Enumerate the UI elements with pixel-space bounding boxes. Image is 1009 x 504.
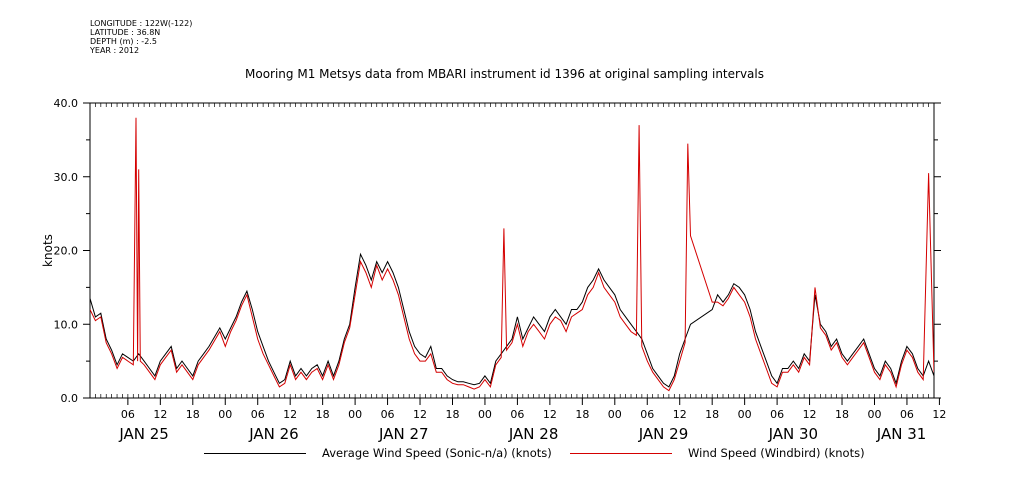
x-tick-label: 12 (803, 408, 817, 421)
legend-label-average: Average Wind Speed (Sonic-n/a) (knots) (322, 446, 552, 460)
x-tick-label: 18 (445, 408, 459, 421)
x-tick-label: 18 (186, 408, 200, 421)
x-tick-label: 06 (510, 408, 524, 421)
depth-label: DEPTH (m) : -2.5 (90, 37, 157, 46)
y-tick-label: 0.0 (61, 392, 79, 405)
latitude-label: LATITUDE : 36.8N (90, 28, 161, 37)
x-day-label: JAN 25 (118, 425, 169, 443)
longitude-label: LONGITUDE : 122W(-122) (90, 19, 193, 28)
x-tick-label: 18 (835, 408, 849, 421)
x-tick-label: 06 (900, 408, 914, 421)
x-tick-label: 06 (121, 408, 135, 421)
x-day-label: JAN 31 (876, 425, 927, 443)
x-day-label: JAN 27 (378, 425, 429, 443)
x-tick-label: 12 (153, 408, 167, 421)
x-tick-label: 00 (348, 408, 362, 421)
x-tick-label: 00 (867, 408, 881, 421)
chart-title: Mooring M1 Metsys data from MBARI instru… (245, 67, 764, 81)
x-tick-label: 00 (738, 408, 752, 421)
metadata-block: LONGITUDE : 122W(-122) LATITUDE : 36.8N … (90, 19, 192, 55)
year-label: YEAR : 2012 (90, 46, 140, 55)
legend-swatch-black (204, 453, 306, 454)
legend-label-windbird: Wind Speed (Windbird) (knots) (688, 446, 865, 460)
x-day-label: JAN 28 (508, 425, 559, 443)
y-tick-label: 30.0 (54, 171, 79, 184)
x-tick-label: 12 (543, 408, 557, 421)
x-tick-label: 18 (575, 408, 589, 421)
x-tick-label: 12 (932, 408, 946, 421)
x-tick-label: 06 (770, 408, 784, 421)
y-tick-label: 40.0 (54, 97, 79, 110)
series-line-windbird (90, 117, 934, 392)
legend-swatch-red (570, 453, 672, 454)
x-tick-label: 00 (608, 408, 622, 421)
x-day-label: JAN 29 (638, 425, 689, 443)
x-tick-label: 18 (705, 408, 719, 421)
x-tick-label: 06 (381, 408, 395, 421)
x-tick-label: 18 (316, 408, 330, 421)
plot-frame (89, 102, 935, 399)
x-tick-label: 06 (251, 408, 265, 421)
y-tick-label: 10.0 (54, 318, 79, 331)
x-tick-label: 06 (640, 408, 654, 421)
y-tick-label: 20.0 (54, 245, 79, 258)
series-line-average (90, 252, 934, 388)
x-day-label: JAN 26 (248, 425, 299, 443)
x-tick-label: 12 (283, 408, 297, 421)
x-tick-label: 00 (218, 408, 232, 421)
legend-item-windbird: Wind Speed (Windbird) (knots) (570, 446, 865, 460)
legend-item-average: Average Wind Speed (Sonic-n/a) (knots) (204, 446, 552, 460)
x-day-label: JAN 30 (768, 425, 819, 443)
x-tick-label: 00 (478, 408, 492, 421)
y-axis-label: knots (41, 234, 55, 267)
x-tick-label: 12 (413, 408, 427, 421)
x-tick-label: 12 (673, 408, 687, 421)
